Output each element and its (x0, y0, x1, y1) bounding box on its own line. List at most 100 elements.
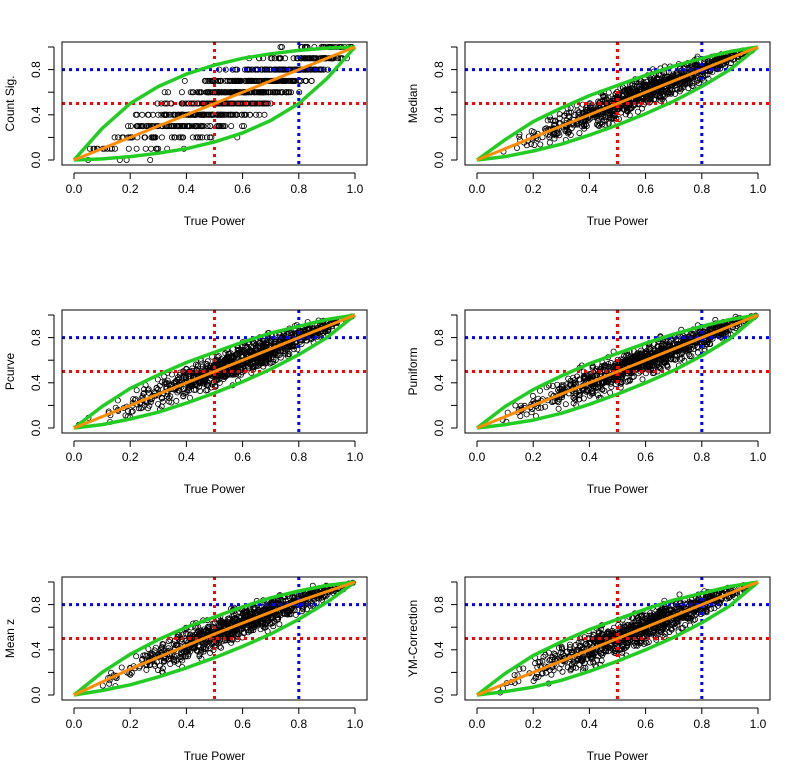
plot-area (465, 310, 770, 433)
scatter-point (262, 100, 269, 107)
scatter-point (195, 89, 202, 96)
y-tick-label: 0.0 (29, 151, 43, 168)
scatter-point (199, 134, 206, 141)
scatter-point (311, 55, 318, 62)
scatter-point (171, 123, 178, 130)
x-axis: 0.0 0.2 0.4 0.6 0.8 1.0 (66, 440, 364, 464)
upper-bound-line (72, 45, 356, 162)
scatter-point (125, 123, 132, 130)
scatter-point (625, 377, 632, 384)
scatter-point (544, 117, 551, 124)
scatter-point (148, 145, 155, 152)
scatter-point (145, 389, 152, 396)
scatter-point (300, 55, 307, 62)
scatter-point (529, 392, 536, 399)
scatter-point (181, 123, 188, 130)
scatter-point (611, 115, 618, 122)
scatter-point (300, 327, 307, 334)
scatter-point (660, 341, 667, 348)
scatter-point (194, 361, 201, 368)
scatter-point (555, 387, 562, 394)
scatter-point (285, 343, 292, 350)
lower-bound-line (73, 45, 357, 162)
x-tick-label: 0.2 (122, 717, 139, 731)
scatter-point (203, 89, 210, 96)
scatter-point (262, 358, 269, 365)
scatter-point (175, 660, 182, 667)
x-tick-label: 1.0 (347, 717, 364, 731)
plot-frame (61, 576, 368, 701)
scatter-point (240, 123, 247, 130)
scatter-point (198, 111, 205, 118)
y-tick-label: 0.0 (432, 419, 446, 436)
scatter-point (251, 339, 258, 346)
scatter-point (612, 361, 619, 368)
scatter-point (206, 134, 213, 141)
scatter-point (192, 123, 199, 130)
x-tick-label: 0.0 (469, 182, 486, 196)
x-tick-label: 0.0 (66, 182, 83, 196)
scatter-point (233, 633, 240, 640)
scatter-point (313, 66, 320, 73)
scatter-point (285, 77, 292, 84)
scatter-point (307, 55, 314, 62)
scatter-point (152, 662, 159, 669)
y-tick-label: 0.8 (29, 61, 43, 78)
y-axis-label: Count Sig. (3, 75, 17, 131)
scatter-point (261, 111, 268, 118)
scatter-point (277, 44, 284, 51)
x-tick-label: 0.6 (234, 182, 251, 196)
scatter-point (583, 386, 590, 393)
scatter-point (676, 80, 683, 87)
scatter-point (224, 633, 231, 640)
scatter-point (693, 343, 700, 350)
scatter-point (191, 123, 198, 130)
scatter-point (189, 123, 196, 130)
scatter-point (163, 379, 170, 386)
scatter-point (190, 89, 197, 96)
scatter-point (265, 603, 272, 610)
scatter-point (537, 141, 544, 148)
x-tick-label: 0.8 (290, 182, 307, 196)
scatter-point (170, 655, 177, 662)
scatter-point (193, 647, 200, 654)
scatter-point (554, 381, 561, 388)
scatter-point (233, 350, 240, 357)
y-axis-label: Median (406, 84, 420, 123)
scatter-point (640, 79, 647, 86)
scatter-point (242, 609, 249, 616)
scatter-point (140, 123, 147, 130)
scatter-point (282, 348, 289, 355)
scatter-point (161, 658, 168, 665)
scatter-point (308, 599, 315, 606)
scatter-point (251, 89, 258, 96)
scatter-point (290, 55, 297, 62)
scatter-point (140, 390, 147, 397)
lower-bound-line (73, 313, 357, 430)
plot-area (465, 42, 770, 165)
scatter-point (197, 387, 204, 394)
scatter-point (628, 370, 635, 377)
scatter-point (297, 77, 304, 84)
plot-frame (464, 41, 771, 166)
y-tick-label: 0.4 (29, 374, 43, 391)
scatter-point (570, 380, 577, 387)
scatter-point (177, 123, 184, 130)
scatter-point (280, 332, 287, 339)
scatter-point (200, 626, 207, 633)
scatter-point (701, 339, 708, 346)
scatter-point (204, 358, 211, 365)
scatter-point (202, 646, 209, 653)
scatter-point (269, 620, 276, 627)
x-tick-label: 0.4 (178, 717, 195, 731)
scatter-point (570, 394, 577, 401)
scatter-point (237, 366, 244, 373)
scatter-point (554, 397, 561, 404)
y-tick-label: 0.8 (432, 329, 446, 346)
scatter-point (702, 72, 709, 79)
scatter-point (239, 123, 246, 130)
y-tick-label: 0.4 (432, 374, 446, 391)
scatter-point (271, 55, 278, 62)
